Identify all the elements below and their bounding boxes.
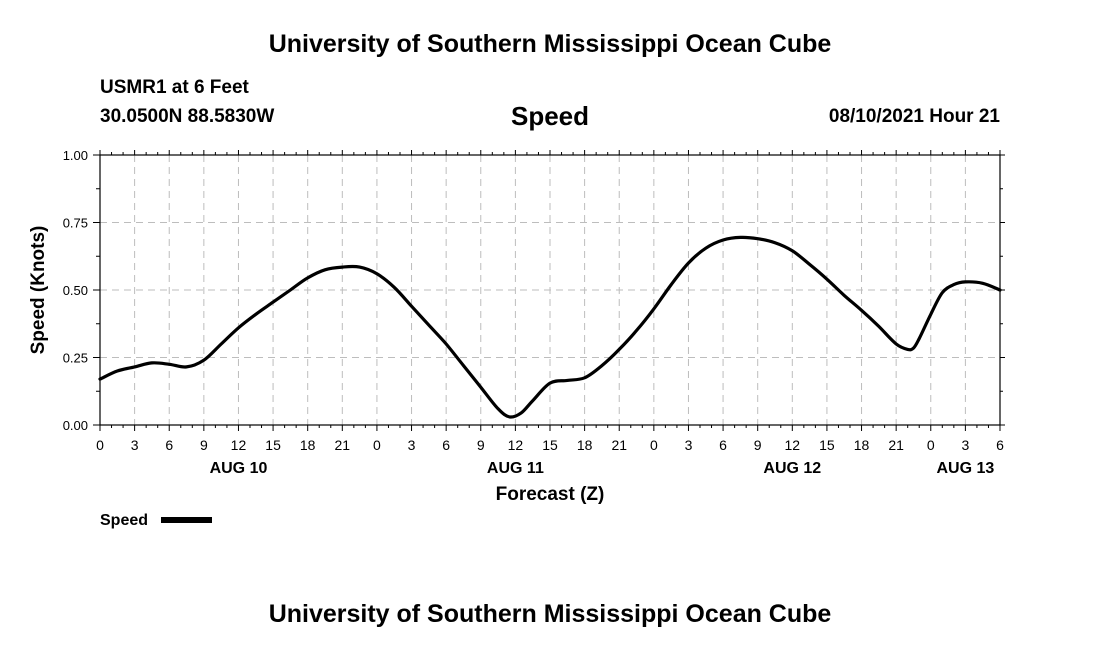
- x-tick-label: 0: [96, 437, 104, 453]
- x-tick-label: 3: [685, 437, 693, 453]
- legend-label-speed: Speed: [100, 512, 148, 529]
- x-tick-label: 12: [231, 437, 247, 453]
- x-tick-label: 9: [477, 437, 485, 453]
- coordinates-label: 30.0500N 88.5830W: [100, 106, 275, 127]
- x-tick-label: 12: [508, 437, 524, 453]
- date-label: AUG 10: [210, 460, 268, 477]
- x-tick-label: 15: [542, 437, 558, 453]
- x-tick-label: 15: [819, 437, 835, 453]
- x-tick-label: 21: [335, 437, 351, 453]
- x-tick-label: 6: [165, 437, 173, 453]
- x-tick-label: 21: [888, 437, 904, 453]
- x-tick-label: 9: [200, 437, 208, 453]
- date-label: AUG 11: [487, 460, 544, 477]
- footer-title: University of Southern Mississippi Ocean…: [268, 600, 832, 628]
- x-axis-label: Forecast (Z): [496, 484, 605, 505]
- x-tick-label: 18: [577, 437, 593, 453]
- x-tick-label: 15: [265, 437, 281, 453]
- x-tick-label: 0: [373, 437, 381, 453]
- x-tick-label: 9: [754, 437, 762, 453]
- tick-labels: 0.00 0.25 0.50 0.75 1.00 0 3 6 9 12 15 18 21 0 3 6 9 12 15…: [63, 148, 1004, 477]
- x-tick-label: 18: [854, 437, 870, 453]
- x-tick-label: 3: [408, 437, 416, 453]
- x-tick-label: 12: [785, 437, 801, 453]
- x-tick-label: 6: [442, 437, 450, 453]
- date-label: AUG 13: [936, 460, 994, 477]
- y-tick-label: 0.50: [63, 283, 88, 298]
- grid-lines: [100, 155, 1000, 425]
- date-label: AUG 12: [763, 460, 821, 477]
- y-tick-label: 0.00: [63, 418, 88, 433]
- x-tick-label: 18: [300, 437, 316, 453]
- datetime-label: 08/10/2021 Hour 21: [828, 106, 1000, 127]
- x-tick-label: 0: [927, 437, 935, 453]
- x-tick-label: 6: [719, 437, 727, 453]
- x-tick-label: 6: [996, 437, 1004, 453]
- y-tick-label: 0.75: [63, 216, 88, 231]
- y-tick-label: 0.25: [63, 351, 88, 366]
- variable-label: Speed: [510, 101, 590, 131]
- y-tick-label: 1.00: [63, 148, 88, 163]
- x-tick-label: 0: [650, 437, 658, 453]
- chart-title: University of Southern Mississippi Ocean…: [268, 30, 832, 58]
- x-tick-label: 3: [961, 437, 969, 453]
- x-tick-label: 3: [131, 437, 139, 453]
- x-tick-label: 21: [611, 437, 627, 453]
- y-axis-label: Speed (Knots): [28, 226, 49, 355]
- station-label: USMR1 at 6 Feet: [100, 77, 249, 98]
- series-line-speed: [98, 235, 1002, 419]
